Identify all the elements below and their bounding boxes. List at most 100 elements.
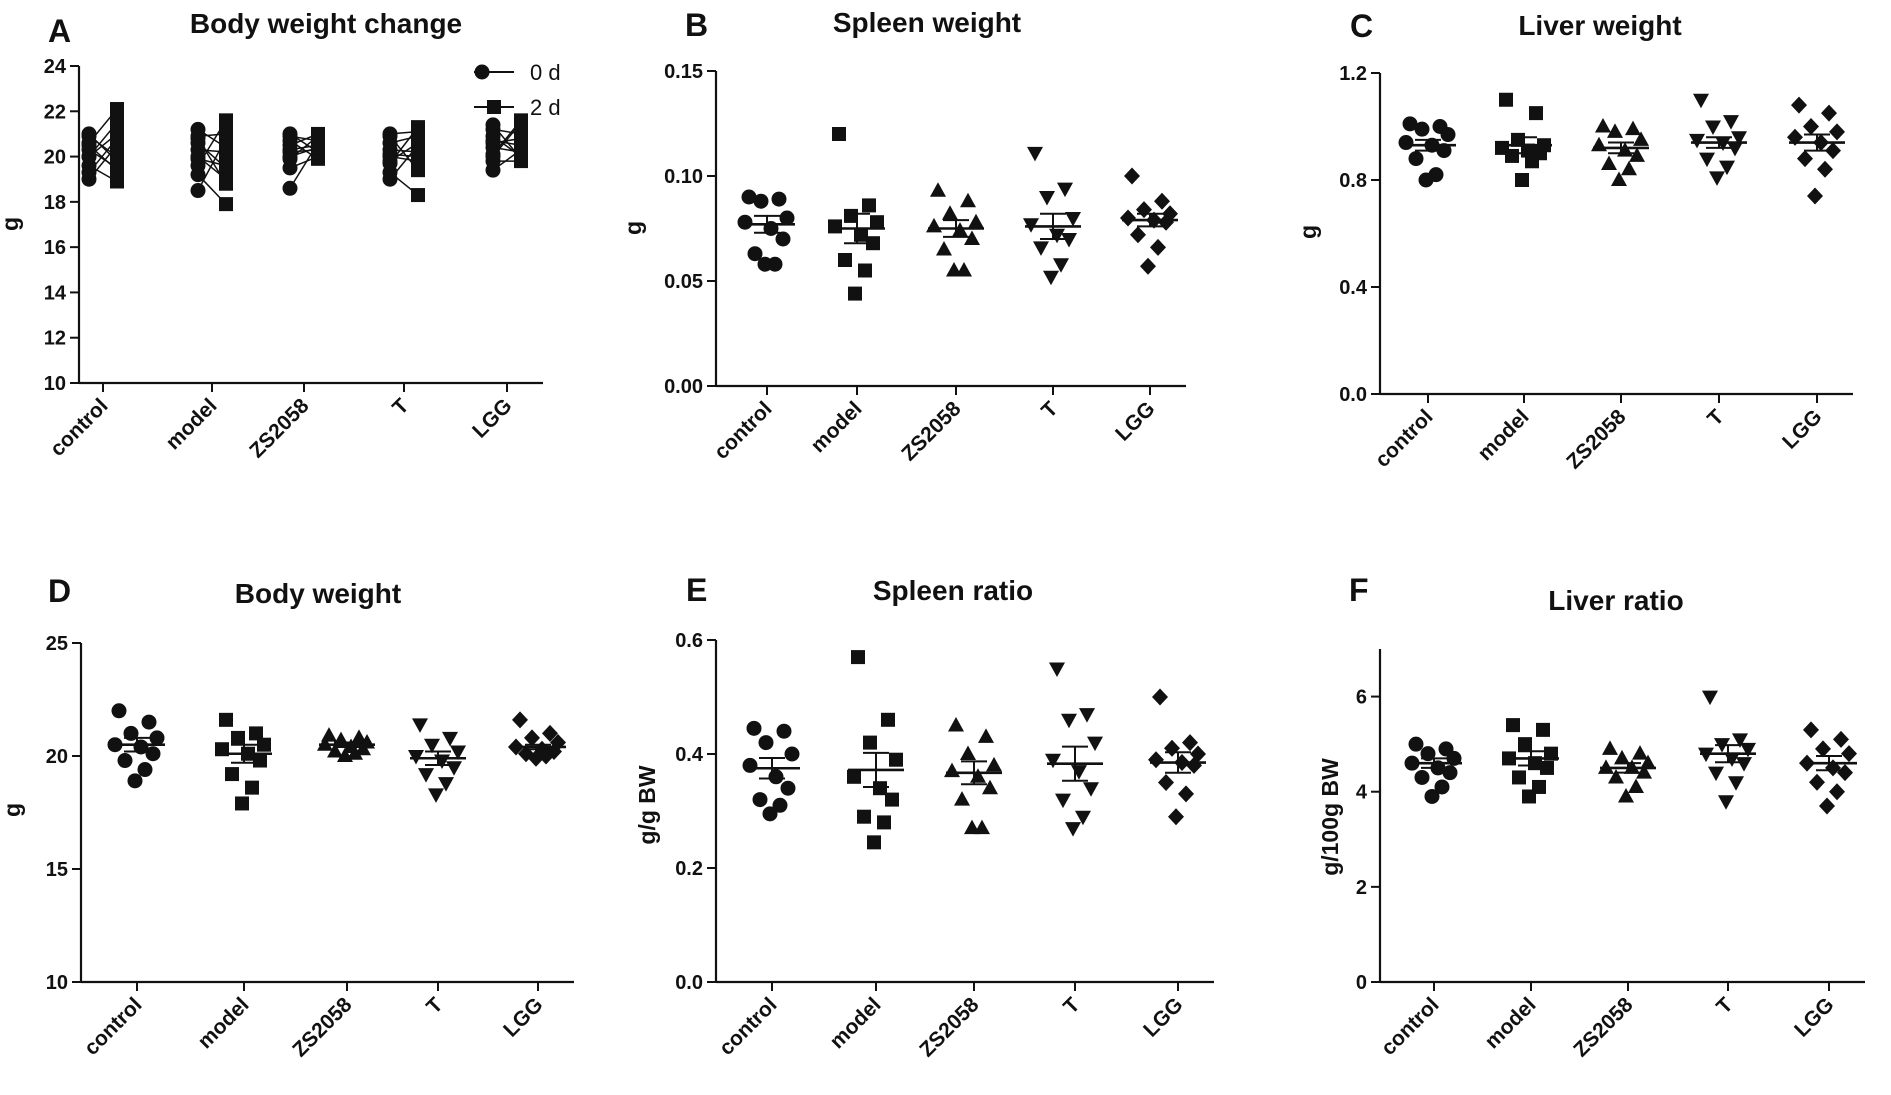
data-point-0d: [190, 130, 206, 146]
data-point: [1168, 808, 1184, 826]
data-point: [1803, 118, 1819, 135]
data-point: [1515, 173, 1529, 187]
data-point: [528, 749, 544, 767]
data-point: [111, 703, 127, 719]
data-point: [1061, 233, 1077, 248]
data-point: [1803, 721, 1819, 739]
y-tick-label: 2: [1356, 877, 1367, 899]
data-point: [235, 796, 249, 811]
data-point: [1083, 782, 1099, 797]
data-point: [1529, 106, 1543, 121]
x-tick-label: T: [1037, 397, 1062, 422]
data-point: [881, 712, 895, 727]
data-point: [1120, 209, 1136, 227]
data-point: [1595, 118, 1611, 133]
x-tick-label: control: [1371, 405, 1438, 472]
data-point: [1065, 822, 1081, 837]
data-point: [930, 182, 946, 197]
data-point: [1414, 769, 1430, 785]
data-point: [1791, 96, 1807, 114]
data-point: [768, 769, 784, 785]
data-point: [1618, 787, 1634, 803]
data-point-0d: [282, 126, 298, 142]
x-tick-label: model: [194, 993, 254, 1053]
data-point: [742, 757, 758, 773]
chart-title: Liver weight: [1518, 10, 1681, 41]
data-point: [1608, 768, 1624, 784]
data-point: [127, 773, 143, 789]
data-point: [1536, 722, 1550, 737]
data-point: [851, 650, 865, 665]
data-point: [1079, 708, 1095, 723]
x-tick-label: ZS2058: [288, 993, 356, 1061]
data-point: [986, 756, 1002, 772]
legend-marker-2d: [487, 100, 501, 114]
data-point-0d: [190, 151, 206, 167]
data-point: [762, 806, 778, 822]
data-point: [746, 720, 762, 736]
y-tick-label: 0.4: [1339, 277, 1368, 299]
x-tick-label: LGG: [1111, 397, 1159, 445]
data-point: [1817, 160, 1833, 178]
data-point: [877, 815, 891, 830]
data-point: [1043, 270, 1059, 286]
data-point: [771, 191, 787, 207]
data-point: [1693, 93, 1709, 109]
data-point: [1540, 760, 1554, 775]
y-axis-label: g/100g BW: [1317, 758, 1343, 876]
data-point-2d: [411, 163, 425, 178]
data-point: [1629, 147, 1645, 162]
data-point-0d: [282, 149, 298, 165]
data-point: [1809, 773, 1825, 791]
data-point: [1154, 192, 1170, 210]
x-tick-label: model: [1481, 993, 1541, 1053]
y-tick-label: 10: [44, 373, 66, 395]
y-tick-label: 0.10: [664, 166, 703, 188]
data-point: [1402, 116, 1418, 132]
y-axis-label: g: [0, 803, 25, 817]
data-point: [1522, 789, 1536, 804]
data-point: [1182, 734, 1198, 752]
x-tick-label: model: [807, 397, 867, 457]
x-tick-label: T: [388, 394, 413, 419]
data-point: [542, 724, 558, 742]
x-tick-label: ZS2058: [1562, 405, 1630, 473]
x-tick-label: LGG: [1139, 993, 1187, 1041]
data-point: [863, 735, 877, 750]
data-point-2d: [219, 113, 233, 128]
data-point: [438, 777, 454, 792]
x-tick-label: ZS2058: [915, 993, 983, 1061]
x-tick-label: ZS2058: [245, 394, 313, 462]
data-point: [944, 762, 960, 778]
x-tick-label: control: [710, 397, 777, 464]
x-tick-label: ZS2058: [1569, 993, 1637, 1061]
data-point: [219, 712, 233, 727]
data-point: [1728, 776, 1744, 791]
data-point: [249, 726, 263, 741]
data-point: [772, 797, 788, 813]
data-point: [1442, 765, 1458, 781]
y-tick-label: 0.0: [675, 972, 703, 994]
data-point: [780, 780, 796, 796]
data-point: [847, 769, 861, 784]
x-tick-label: control: [80, 993, 147, 1060]
data-point: [1708, 766, 1724, 782]
data-point: [862, 198, 876, 213]
data-point: [1829, 783, 1845, 801]
y-axis-label: g: [620, 221, 646, 235]
data-point: [446, 761, 462, 776]
data-point: [942, 205, 958, 220]
data-point: [512, 711, 528, 729]
legend-label: 0 d: [530, 60, 561, 85]
data-point: [1071, 765, 1087, 780]
data-point: [838, 253, 852, 267]
data-point-0d: [382, 153, 398, 169]
data-point: [1506, 718, 1520, 733]
y-axis-label: g: [0, 217, 23, 231]
y-tick-label: 15: [46, 859, 68, 881]
data-point: [1065, 212, 1081, 227]
y-tick-label: 14: [44, 282, 67, 304]
data-point: [1140, 257, 1156, 275]
data-point: [1719, 160, 1735, 176]
data-point: [117, 753, 133, 769]
